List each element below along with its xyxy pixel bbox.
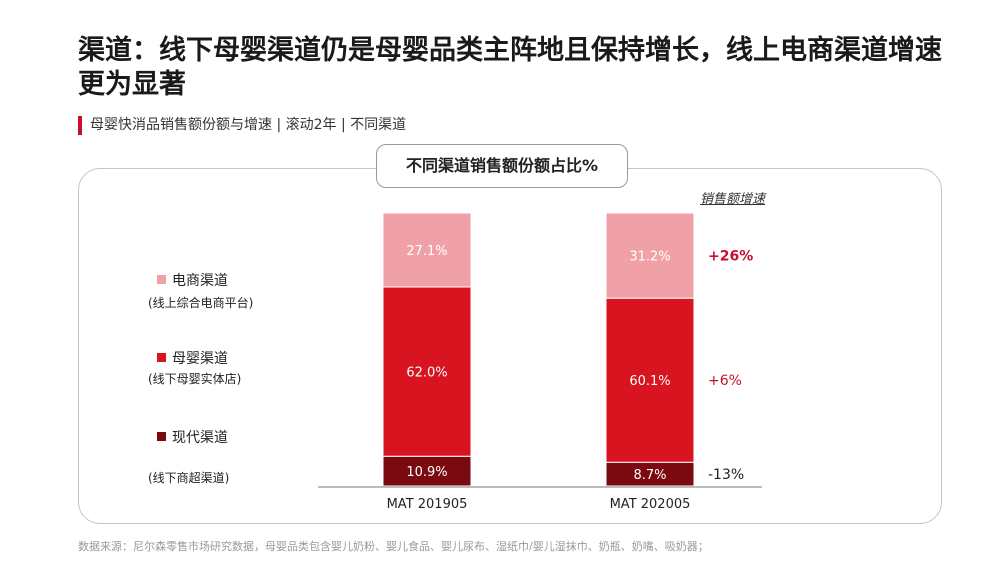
legend-sub-modern: (线下商超渠道) [148, 471, 230, 485]
bar-segment [382, 286, 472, 457]
category-axis-label: MAT 201905 [387, 497, 468, 512]
legend-item-modern: 现代渠道 [157, 427, 228, 447]
legend-label: 电商渠道 [172, 273, 228, 289]
growth-rate-label: +6% [708, 373, 742, 389]
legend-sub-maternity: (线下母婴实体店) [148, 372, 242, 386]
legend-sub-ecommerce: (线上综合电商平台) [148, 296, 254, 310]
subtitle-accent-bar [78, 116, 82, 135]
growth-rate-label: +26% [708, 249, 753, 265]
category-axis-label: MAT 202005 [610, 497, 691, 512]
legend-label: 母婴渠道 [172, 351, 228, 367]
bar-segment [382, 212, 472, 288]
chart-title: 不同渠道销售额份额占比% [376, 144, 628, 188]
bar-segment [605, 212, 695, 299]
legend-swatch-ecommerce [157, 275, 166, 284]
page-subtitle: 母婴快消品销售额份额与增速 | 滚动2年 | 不同渠道 [90, 117, 407, 133]
bar-segment [382, 455, 472, 487]
growth-column-header: 销售额增速 [700, 192, 766, 207]
bar-value-label: 10.9% [406, 465, 447, 480]
bar-value-label: 27.1% [406, 244, 447, 259]
bar-value-label: 60.1% [629, 374, 670, 389]
legend-item-ecommerce: 电商渠道 [157, 270, 228, 290]
growth-rate-label: -13% [708, 467, 744, 483]
bar-segment [605, 297, 695, 463]
legend-label: 现代渠道 [172, 430, 228, 446]
legend-swatch-modern [157, 432, 166, 441]
bar-value-label: 62.0% [406, 366, 447, 381]
data-source-note: 数据来源：尼尔森零售市场研究数据，母婴品类包含婴儿奶粉、婴儿食品、婴儿尿布、湿纸… [78, 540, 709, 553]
bar-value-label: 8.7% [633, 468, 666, 483]
legend-item-maternity: 母婴渠道 [157, 348, 228, 368]
bar-value-label: 31.2% [629, 250, 670, 265]
page-title: 渠道：线下母婴渠道仍是母婴品类主阵地且保持增长，线上电商渠道增速更为显著 [78, 35, 942, 100]
legend-swatch-maternity [157, 353, 166, 362]
